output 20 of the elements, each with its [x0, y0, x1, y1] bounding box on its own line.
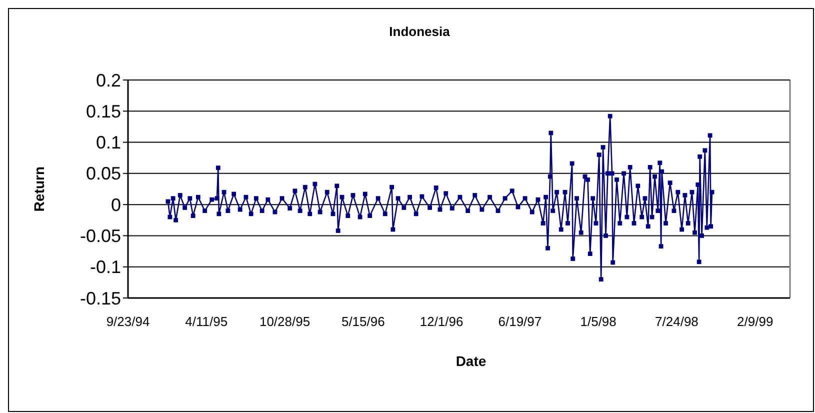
- x-tick-label: 6/19/97: [498, 314, 542, 329]
- y-tick-label: -0.05: [80, 226, 121, 246]
- y-tick-label: 0.2: [96, 70, 121, 90]
- x-tick-label: 7/24/98: [655, 314, 698, 329]
- x-tick-label: 9/23/94: [106, 314, 150, 329]
- y-tick-label: 0.15: [86, 101, 121, 122]
- y-tick-label: 0.05: [86, 164, 121, 184]
- x-tick-label: 5/15/96: [341, 314, 385, 329]
- y-tick-label: 0: [110, 194, 121, 215]
- x-tick-label: 12/1/96: [420, 314, 464, 329]
- chart-title: Indonesia: [389, 24, 451, 39]
- x-tick-label: 4/11/95: [185, 314, 228, 329]
- x-tick-label: 1/5/98: [580, 314, 616, 329]
- x-axis-title: Date: [456, 353, 486, 369]
- y-axis-title: Return: [31, 166, 47, 212]
- x-tick-label: 10/28/95: [259, 314, 310, 329]
- x-tick-label: 2/9/99: [737, 314, 774, 329]
- y-tick-label: -0.15: [80, 288, 121, 308]
- y-tick-label: 0.1: [96, 132, 121, 153]
- y-tick-label: -0.1: [90, 257, 121, 278]
